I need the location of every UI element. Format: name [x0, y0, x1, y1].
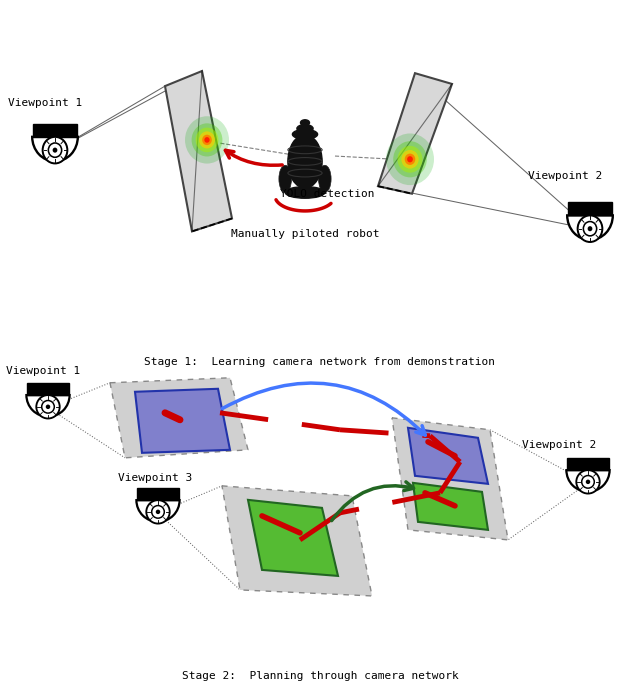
- Circle shape: [36, 395, 60, 418]
- Circle shape: [42, 400, 54, 413]
- Circle shape: [588, 226, 593, 231]
- Bar: [568, 202, 612, 215]
- Circle shape: [52, 147, 58, 153]
- Circle shape: [185, 116, 229, 164]
- Bar: [138, 488, 179, 500]
- Circle shape: [147, 500, 170, 524]
- Text: Manually piloted robot: Manually piloted robot: [231, 229, 380, 239]
- Circle shape: [578, 215, 602, 242]
- Polygon shape: [378, 73, 452, 194]
- Circle shape: [202, 135, 212, 145]
- Circle shape: [397, 146, 422, 173]
- Circle shape: [401, 150, 419, 169]
- Polygon shape: [408, 428, 488, 484]
- Polygon shape: [248, 500, 338, 576]
- Polygon shape: [392, 418, 508, 540]
- Bar: [33, 124, 77, 137]
- Text: Viewpoint 1: Viewpoint 1: [6, 366, 80, 376]
- Polygon shape: [165, 71, 232, 231]
- Ellipse shape: [279, 165, 291, 193]
- Circle shape: [393, 141, 427, 178]
- Ellipse shape: [285, 186, 325, 198]
- Text: Stage 2:  Planning through camera network: Stage 2: Planning through camera network: [182, 671, 458, 681]
- Polygon shape: [413, 483, 488, 530]
- Circle shape: [45, 405, 51, 409]
- Circle shape: [582, 475, 595, 488]
- Ellipse shape: [297, 125, 313, 132]
- Ellipse shape: [301, 120, 310, 126]
- Circle shape: [586, 480, 590, 484]
- Circle shape: [576, 470, 600, 493]
- Circle shape: [196, 127, 218, 152]
- Circle shape: [156, 510, 160, 514]
- Text: Viewpoint 2: Viewpoint 2: [528, 171, 602, 181]
- Ellipse shape: [292, 129, 317, 139]
- Text: Stage 1:  Learning camera network from demonstration: Stage 1: Learning camera network from de…: [145, 356, 495, 367]
- Ellipse shape: [288, 135, 322, 188]
- Wedge shape: [566, 470, 610, 492]
- Text: Viewpoint 2: Viewpoint 2: [522, 440, 596, 450]
- Polygon shape: [135, 389, 230, 453]
- Text: YOLO detection: YOLO detection: [280, 189, 374, 199]
- Circle shape: [407, 156, 413, 162]
- Circle shape: [191, 123, 223, 156]
- Circle shape: [152, 506, 164, 518]
- Polygon shape: [110, 378, 248, 458]
- Polygon shape: [222, 486, 372, 596]
- Circle shape: [204, 137, 210, 142]
- Wedge shape: [567, 215, 613, 240]
- Circle shape: [49, 143, 61, 158]
- Wedge shape: [136, 500, 180, 522]
- Bar: [28, 383, 68, 395]
- Wedge shape: [26, 395, 70, 417]
- Text: Viewpoint 1: Viewpoint 1: [8, 98, 83, 107]
- Circle shape: [43, 137, 67, 164]
- Circle shape: [583, 222, 596, 236]
- Wedge shape: [32, 137, 78, 162]
- Ellipse shape: [319, 165, 331, 193]
- Circle shape: [404, 153, 415, 165]
- Circle shape: [199, 131, 215, 149]
- Bar: [567, 458, 609, 470]
- Circle shape: [386, 133, 434, 185]
- Text: Viewpoint 3: Viewpoint 3: [118, 473, 192, 483]
